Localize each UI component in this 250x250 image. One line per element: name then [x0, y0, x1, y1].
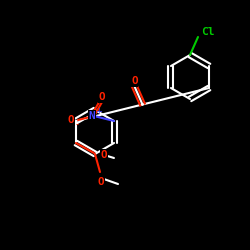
Text: O: O [131, 76, 138, 86]
Text: +: + [96, 108, 102, 116]
Text: O: O [100, 150, 107, 160]
Text: Cl: Cl [201, 27, 215, 37]
Text: O: O [68, 115, 74, 125]
Text: -: - [76, 120, 78, 130]
Text: O: O [99, 92, 105, 102]
Text: O: O [98, 177, 104, 187]
Text: N: N [89, 111, 96, 121]
